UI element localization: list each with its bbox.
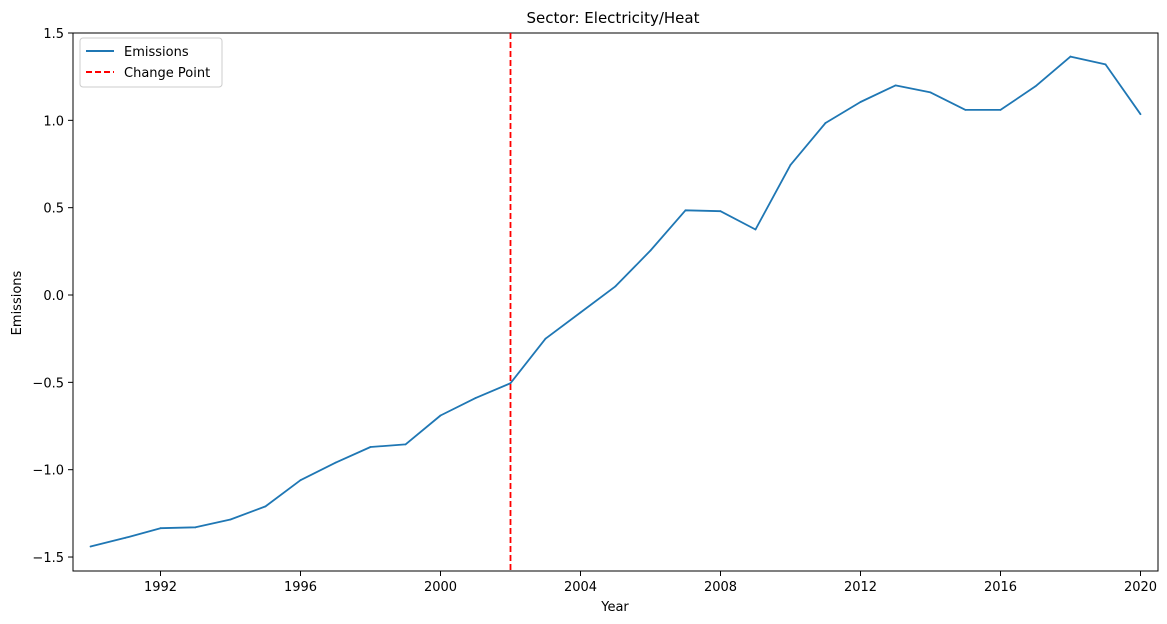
plot-area: 1992 1996 2000 2004 2008 2012 2016 2020 −1.5−1.…	[32, 27, 1159, 595]
data-point	[894, 84, 897, 87]
y-axis-title: Emissions	[10, 270, 25, 335]
data-point	[579, 311, 582, 314]
y-tick-label: −1.5	[32, 551, 64, 566]
series-line-emissions	[90, 55, 1142, 548]
data-point	[999, 108, 1002, 111]
data-point	[789, 163, 792, 166]
data-point	[684, 209, 687, 212]
data-point	[859, 101, 862, 103]
data-point	[124, 536, 127, 539]
x-tick-label: 2012	[844, 580, 877, 595]
data-point	[929, 91, 932, 94]
data-point	[369, 446, 372, 448]
legend: Emissions Change Point	[79, 37, 223, 88]
data-point	[299, 479, 302, 482]
y-tick-label: 1.5	[43, 27, 64, 42]
data-point	[194, 526, 197, 529]
x-tick-label: 1996	[284, 580, 317, 595]
y-tick-label: 0.0	[43, 289, 64, 304]
legend-label-emissions: Emissions	[124, 45, 189, 60]
y-tick-label: 1.0	[43, 114, 64, 129]
data-point	[614, 285, 617, 288]
plot-frame	[72, 32, 1159, 572]
data-point	[334, 461, 337, 464]
legend-box	[79, 37, 223, 88]
x-tick-label: 2020	[1124, 580, 1157, 595]
data-point	[439, 414, 442, 417]
data-point	[719, 210, 722, 213]
y-tick-label: −1.0	[32, 464, 64, 479]
y-tick-label: −0.5	[32, 376, 64, 391]
data-point	[649, 249, 652, 252]
data-point	[509, 382, 512, 385]
data-point	[404, 443, 407, 446]
data-point	[1069, 55, 1072, 58]
data-point	[229, 518, 232, 521]
data-point	[1139, 113, 1142, 116]
x-tick-label: 2008	[704, 580, 737, 595]
y-axis-ticks: −1.5 −1.0 −0.5 0.0 0.5 1.0 1.5	[32, 27, 73, 566]
chart-title: Sector: Electricity/Heat	[527, 9, 700, 27]
data-point	[1034, 85, 1037, 88]
y-tick-label: 0.5	[43, 202, 64, 217]
data-point	[159, 527, 162, 530]
data-point	[754, 228, 757, 231]
x-axis-ticks: 1992 1996 2000 2004 2008 2012 2016 2020	[144, 571, 1157, 595]
data-point	[964, 108, 967, 111]
data-point	[474, 397, 477, 399]
x-tick-label: 2016	[984, 580, 1017, 595]
data-point	[544, 337, 547, 340]
x-tick-label: 2004	[564, 580, 597, 595]
x-tick-label: 1992	[144, 580, 177, 595]
x-tick-label: 2000	[424, 580, 457, 595]
legend-label-change-point: Change Point	[124, 66, 210, 81]
series-layer	[89, 33, 1142, 571]
data-point	[264, 505, 267, 508]
data-point	[824, 122, 827, 124]
data-point	[1104, 63, 1107, 66]
data-point	[89, 545, 92, 548]
x-axis-title: Year	[600, 600, 629, 615]
